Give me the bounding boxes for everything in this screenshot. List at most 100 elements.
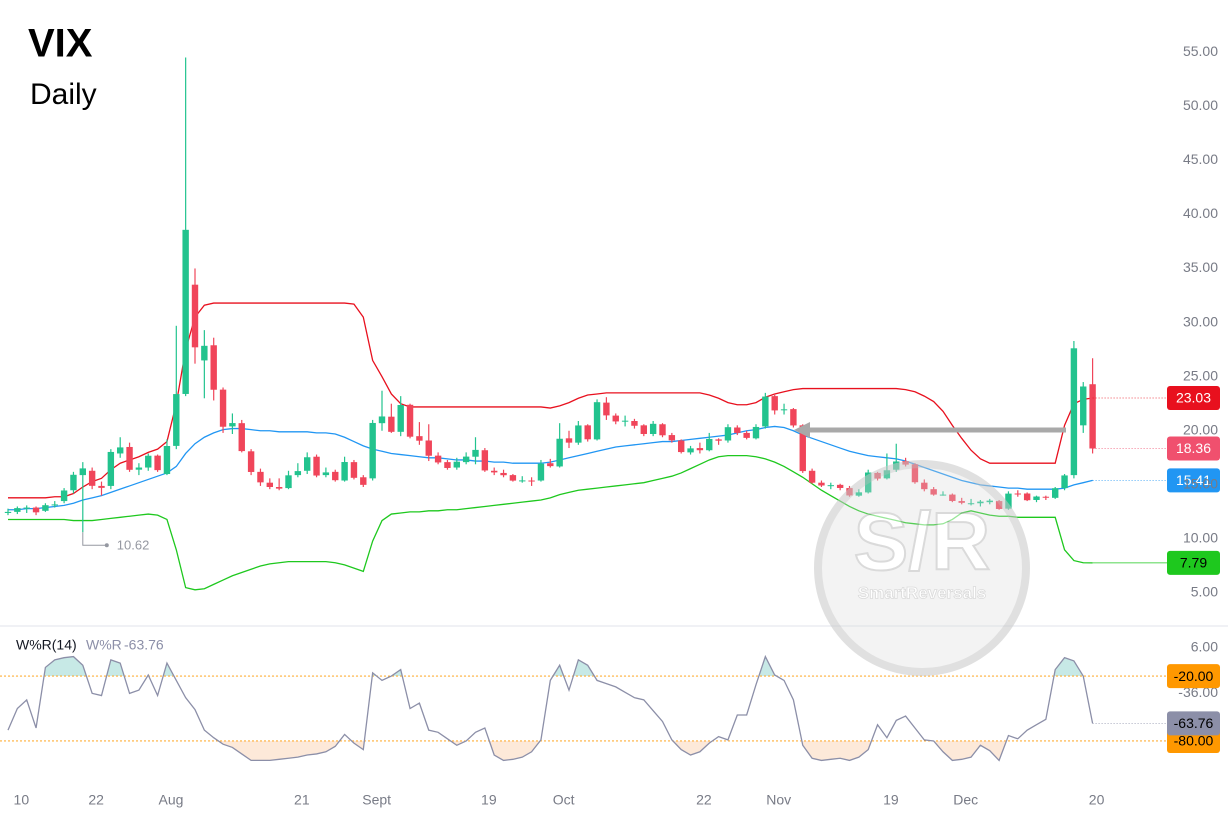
candle-body — [1080, 386, 1087, 426]
x-tick-label: 20 — [1089, 792, 1105, 808]
candle-body — [640, 425, 647, 434]
candle-body — [406, 404, 414, 437]
candle-body — [921, 482, 928, 490]
candle-body — [678, 440, 685, 453]
candle-body — [32, 507, 40, 513]
y-tick-label: 10.00 — [1183, 530, 1218, 546]
candle-body — [14, 508, 21, 512]
chart-subtitle: Daily — [30, 78, 97, 111]
candle-body — [1089, 384, 1096, 449]
candle-body — [575, 425, 582, 443]
candle-body — [1033, 496, 1040, 500]
x-tick-label: 21 — [294, 792, 310, 808]
price-badge-label: 23.03 — [1176, 390, 1211, 406]
y-tick-label: 40.00 — [1183, 205, 1218, 221]
x-tick-label: 10 — [14, 792, 30, 808]
candle-body — [696, 448, 704, 451]
candle-body — [519, 480, 526, 482]
y-tick-label: 5.00 — [1191, 584, 1218, 600]
candle-body — [771, 396, 778, 411]
candle-body — [416, 436, 423, 441]
candle-body — [70, 474, 77, 491]
x-tick-label: Dec — [953, 792, 978, 808]
candle-body — [332, 471, 339, 481]
candle-body — [958, 501, 965, 503]
indicator-legend-value: -63.76 — [124, 637, 164, 653]
candle-body — [790, 409, 797, 426]
y-tick-label: 55.00 — [1183, 43, 1218, 59]
band-line — [8, 454, 1093, 591]
candle-body — [107, 451, 115, 486]
indicator-pane: 6.00 -36.00 -80.00 -20.00 -63.76 — [0, 639, 1220, 762]
candle-body — [219, 389, 227, 427]
candle-body — [649, 423, 657, 434]
candle-body — [836, 484, 844, 488]
watermark-logo: S/R — [854, 497, 991, 588]
y-tick-label: -36.00 — [1178, 684, 1218, 700]
candle-body — [247, 451, 255, 472]
candle-body — [939, 494, 947, 496]
candle-body — [229, 423, 236, 427]
candle-body — [388, 416, 395, 432]
candle-body — [509, 475, 517, 481]
candle-body — [60, 490, 68, 502]
x-tick-label: 19 — [883, 792, 899, 808]
x-tick-label: Aug — [158, 792, 183, 808]
x-tick-label: 22 — [696, 792, 712, 808]
candle-body — [706, 438, 713, 451]
candle-body — [1070, 348, 1078, 476]
price-badge — [1167, 436, 1220, 461]
candle-body — [799, 425, 806, 472]
candle-body — [967, 503, 975, 505]
candle-body — [584, 425, 591, 440]
price-badge-label: 18.36 — [1176, 440, 1211, 456]
x-tick-label: Nov — [766, 792, 791, 808]
candle-body — [257, 471, 264, 483]
candle-body — [135, 467, 143, 470]
y-tick-label: 35.00 — [1183, 259, 1218, 275]
candle-body — [397, 404, 404, 432]
candle-body — [4, 511, 12, 513]
candle-body — [98, 485, 105, 488]
x-tick-label: 22 — [88, 792, 104, 808]
candle-body — [434, 455, 442, 463]
y-tick-label: 45.00 — [1183, 151, 1218, 167]
low-marker-dot — [104, 543, 109, 548]
candle-body — [126, 446, 133, 470]
price-badge-label: 15.41 — [1176, 472, 1211, 488]
candle-body — [341, 462, 348, 481]
candle-body — [304, 457, 311, 471]
candle-body — [378, 416, 386, 424]
candle-body — [481, 450, 489, 471]
price-badge-label: -20.00 — [1174, 668, 1214, 684]
candle-body — [275, 487, 283, 489]
candle-body — [808, 470, 816, 483]
candle-body — [1042, 496, 1050, 498]
candle-body — [350, 462, 358, 478]
price-badge — [1167, 664, 1220, 689]
candle-body — [631, 421, 638, 426]
candle-body — [23, 507, 30, 509]
candle-body — [182, 229, 189, 394]
oversold-fill — [218, 740, 1007, 761]
candle-body — [42, 505, 49, 511]
candle-body — [360, 477, 367, 485]
y-tick-label: 20.00 — [1183, 421, 1218, 437]
candle-body — [995, 501, 1003, 509]
candle-body — [593, 402, 601, 440]
price-badge-label: -80.00 — [1174, 733, 1214, 749]
candle-body — [210, 345, 217, 390]
candle-body — [88, 470, 96, 486]
candle-body — [453, 461, 460, 468]
candle-body — [145, 455, 152, 468]
candle-body — [322, 472, 330, 476]
candle-body — [930, 489, 937, 495]
candle-body — [1023, 493, 1031, 501]
candle-body — [117, 447, 124, 454]
price-badge — [1167, 711, 1220, 736]
candle-body — [752, 426, 760, 439]
low-marker — [82, 532, 107, 546]
x-tick-label: Sept — [362, 792, 391, 808]
candle-body — [556, 438, 563, 467]
